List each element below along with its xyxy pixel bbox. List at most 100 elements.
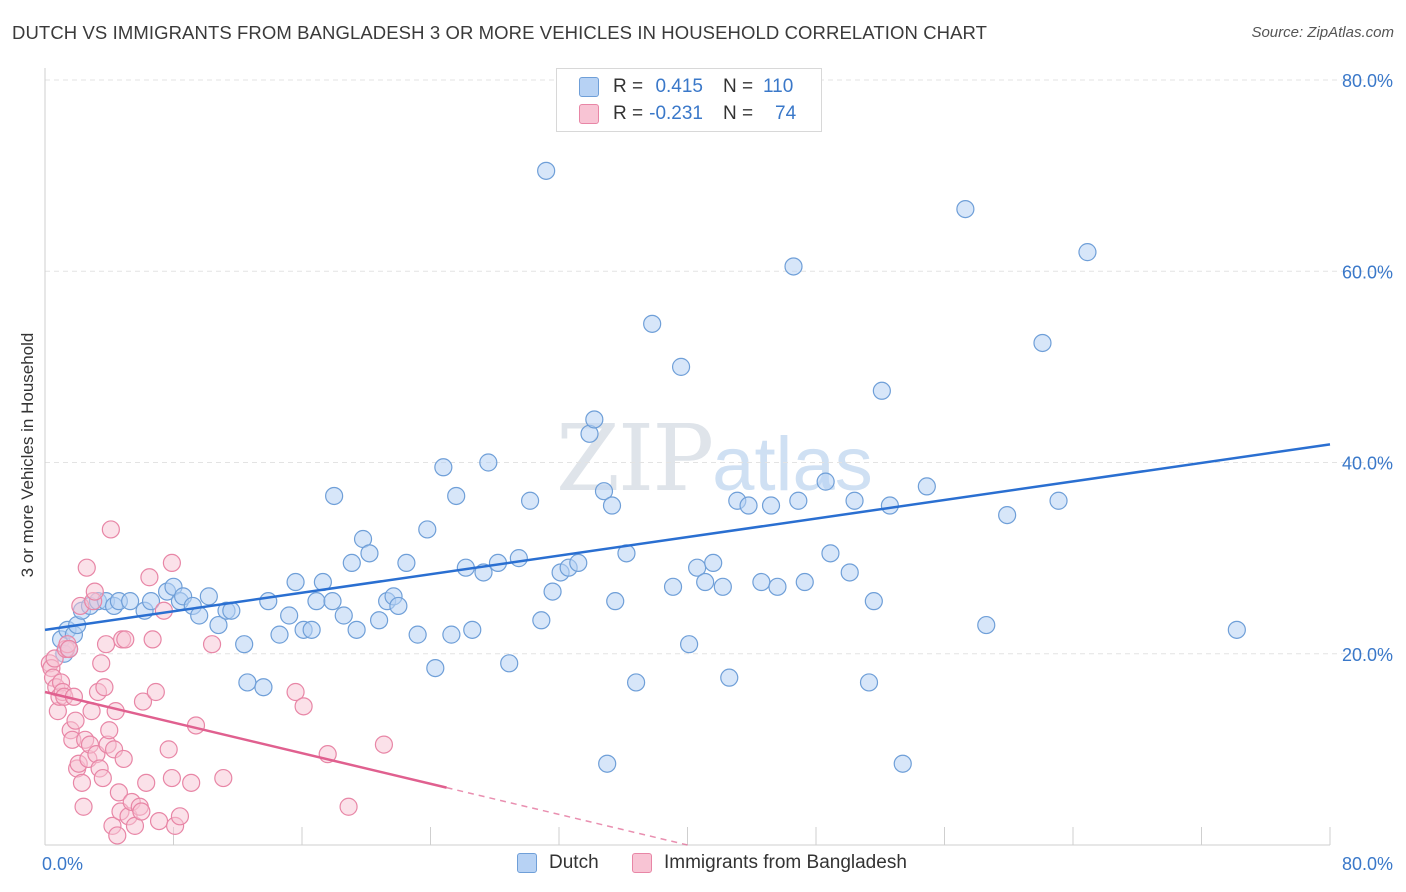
data-point-bangladesh — [92, 654, 111, 673]
watermark-zip: ZIP — [556, 405, 714, 512]
data-point-dutch — [520, 491, 540, 510]
data-point-dutch — [864, 592, 883, 611]
data-point-bangladesh — [95, 678, 114, 697]
legend-swatch-dutch — [517, 853, 537, 873]
data-point-bangladesh — [162, 768, 181, 788]
data-point-bangladesh — [59, 639, 79, 659]
series-legend: Dutch Immigrants from Bangladesh — [0, 852, 1406, 878]
y-tick-label: 40.0% — [1342, 454, 1393, 474]
data-point-bangladesh — [143, 630, 162, 649]
data-point-dutch — [859, 673, 879, 692]
data-point-dutch — [598, 754, 617, 773]
data-point-bangladesh — [100, 721, 119, 740]
data-point-dutch — [434, 458, 453, 477]
data-point-dutch — [845, 491, 864, 510]
axes — [44, 68, 1331, 846]
data-point-dutch — [238, 673, 257, 692]
data-point-bangladesh — [374, 735, 394, 754]
data-point-bangladesh — [137, 773, 156, 792]
legend-r-value: -0.231 — [649, 103, 703, 124]
legend-n-value: 110 — [763, 76, 794, 97]
data-point-dutch — [302, 620, 321, 639]
data-point-dutch — [917, 477, 936, 496]
data-point-dutch — [626, 673, 646, 692]
data-point-bangladesh — [85, 582, 104, 601]
data-point-bangladesh — [116, 630, 135, 649]
data-point-dutch — [1227, 620, 1246, 639]
legend-n-label: N = — [723, 103, 754, 124]
data-point-dutch — [1078, 243, 1097, 262]
data-point-dutch — [442, 625, 461, 644]
data-point-dutch — [307, 592, 326, 611]
data-point-dutch — [323, 592, 342, 611]
data-point-bangladesh — [72, 773, 92, 792]
data-point-dutch — [821, 544, 840, 563]
data-point-dutch — [594, 482, 614, 501]
data-point-bangladesh — [182, 773, 201, 792]
series-dutch-points — [51, 161, 1246, 773]
data-point-bangladesh — [286, 682, 305, 702]
data-point-dutch — [259, 592, 278, 611]
data-point-dutch — [509, 549, 528, 568]
data-point-bangladesh — [132, 802, 151, 821]
legend-r-label: R = — [613, 103, 644, 124]
data-point-bangladesh — [140, 568, 159, 587]
data-point-bangladesh — [162, 553, 181, 573]
data-point-dutch — [418, 520, 437, 539]
data-point-dutch — [784, 257, 803, 276]
tick-labels: 20.0% 40.0% 60.0% 80.0% 0.0% 80.0% — [42, 71, 1393, 874]
data-point-bangladesh — [66, 711, 85, 730]
legend-row-bangladesh: R = -0.231 N = 74 — [579, 102, 796, 126]
data-point-dutch — [479, 453, 498, 472]
data-point-dutch — [752, 572, 771, 592]
data-point-dutch — [704, 553, 723, 573]
data-point-bangladesh — [96, 635, 116, 654]
data-point-bangladesh — [202, 635, 222, 654]
data-point-dutch — [334, 606, 353, 625]
data-point-dutch — [816, 472, 835, 491]
data-point-dutch — [447, 486, 466, 506]
x-tick-label: 80.0% — [1342, 854, 1393, 874]
data-point-dutch — [347, 620, 366, 639]
legend-n-label: N = — [723, 76, 754, 97]
trend-line-bangladesh-extension — [446, 786, 688, 846]
x-tick-label: 0.0% — [42, 854, 83, 874]
data-point-dutch — [1049, 491, 1068, 510]
data-point-bangladesh — [339, 797, 358, 816]
data-point-bangladesh — [149, 811, 169, 831]
data-point-dutch — [254, 678, 273, 697]
data-point-dutch — [680, 635, 699, 654]
data-point-dutch — [720, 668, 739, 687]
data-point-dutch — [977, 615, 996, 635]
data-point-dutch — [872, 381, 891, 400]
data-point-dutch — [370, 611, 389, 630]
data-point-dutch — [606, 592, 625, 611]
data-point-bangladesh — [114, 749, 133, 769]
data-point-dutch — [1033, 333, 1052, 353]
data-point-dutch — [789, 491, 808, 510]
data-point-dutch — [199, 587, 218, 606]
y-tick-label: 60.0% — [1342, 262, 1393, 282]
data-point-dutch — [671, 357, 691, 376]
data-point-dutch — [643, 314, 662, 333]
data-point-bangladesh — [74, 797, 93, 816]
y-tick-label: 80.0% — [1342, 71, 1393, 91]
legend-r-label: R = — [613, 76, 644, 97]
trend-line-dutch — [44, 443, 1331, 632]
data-point-dutch — [235, 635, 254, 654]
data-point-dutch — [696, 572, 715, 592]
data-point-dutch — [286, 572, 305, 592]
legend-item-dutch: Dutch — [517, 852, 599, 874]
data-point-dutch — [360, 544, 379, 563]
data-point-dutch — [209, 615, 228, 635]
data-point-bangladesh — [146, 682, 165, 702]
data-point-dutch — [585, 410, 604, 429]
y-tick-label: 20.0% — [1342, 645, 1393, 665]
data-point-dutch — [408, 625, 427, 644]
data-point-dutch — [880, 496, 899, 515]
legend-row-dutch: R = 0.415 N = 110 — [579, 75, 793, 99]
legend-swatch-dutch — [579, 77, 599, 97]
data-point-dutch — [768, 577, 787, 596]
source-label: Source: ZipAtlas.com — [1251, 24, 1394, 41]
